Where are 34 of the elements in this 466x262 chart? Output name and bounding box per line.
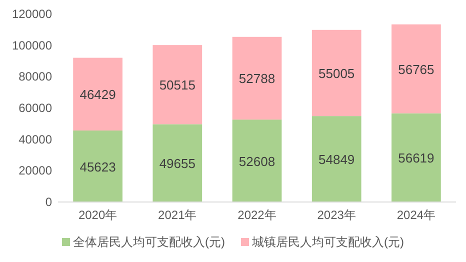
- bar: [392, 24, 441, 114]
- y-tick-label: 20000: [18, 164, 52, 178]
- bar: [312, 116, 362, 202]
- data-label: 56619: [398, 150, 434, 166]
- bar: [152, 45, 202, 124]
- data-label: 50515: [159, 78, 196, 93]
- y-tick-label: 120000: [12, 7, 52, 21]
- bar: [152, 124, 202, 202]
- bar: [73, 58, 122, 131]
- y-tick-label: 40000: [18, 132, 52, 146]
- data-label: 49655: [159, 156, 196, 172]
- x-tick-label: 2022年: [238, 208, 276, 222]
- bar: [392, 113, 441, 202]
- data-label: 56765: [398, 62, 434, 77]
- y-tick-label: 0: [45, 195, 52, 209]
- bar: [312, 30, 362, 116]
- data-label: 52608: [238, 154, 276, 169]
- data-label: 45623: [80, 159, 116, 174]
- bar: [232, 120, 282, 202]
- y-tick-label: 60000: [18, 101, 52, 115]
- data-label: 54849: [318, 152, 355, 168]
- bar: [73, 130, 122, 202]
- x-tick-label: 2024年: [396, 208, 436, 222]
- bar: [232, 36, 282, 120]
- data-label: 55005: [318, 66, 355, 81]
- data-label: 52788: [238, 71, 276, 86]
- x-tick-label: 2021年: [158, 208, 197, 222]
- y-tick-label: 100000: [12, 38, 52, 52]
- data-label: 46429: [80, 87, 116, 102]
- legend-label: 城镇居民人均可支配收入(元): [251, 235, 404, 249]
- y-tick-label: 80000: [18, 70, 52, 84]
- x-tick-label: 2023年: [317, 208, 356, 222]
- x-tick-label: 2020年: [78, 208, 118, 222]
- legend-label: 全体居民人均可支配收入(元): [73, 235, 225, 249]
